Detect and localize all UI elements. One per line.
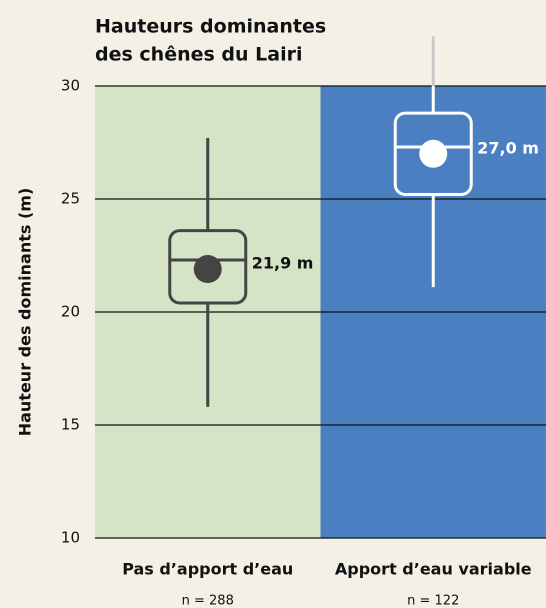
n-label: n = 288	[182, 594, 234, 608]
x-tick-label: Apport d’eau variable	[335, 560, 532, 579]
y-tick-label: 10	[61, 529, 80, 547]
chart-title: Hauteurs dominantes	[95, 16, 326, 38]
y-tick-label: 20	[61, 303, 80, 321]
mean-label: 21,9 m	[252, 254, 314, 273]
y-axis-label: Hauteur des dominants (m)	[16, 188, 35, 437]
mean-point	[193, 255, 222, 284]
n-label: n = 122	[407, 594, 459, 608]
y-tick-label: 30	[61, 77, 80, 95]
chart-title: des chênes du Lairi	[95, 44, 303, 66]
y-tick-label: 25	[61, 190, 80, 208]
mean-point	[419, 139, 448, 168]
mean-label: 27,0 m	[477, 138, 539, 157]
x-tick-label: Pas d’apport d’eau	[122, 560, 293, 579]
y-tick-label: 15	[61, 416, 80, 434]
